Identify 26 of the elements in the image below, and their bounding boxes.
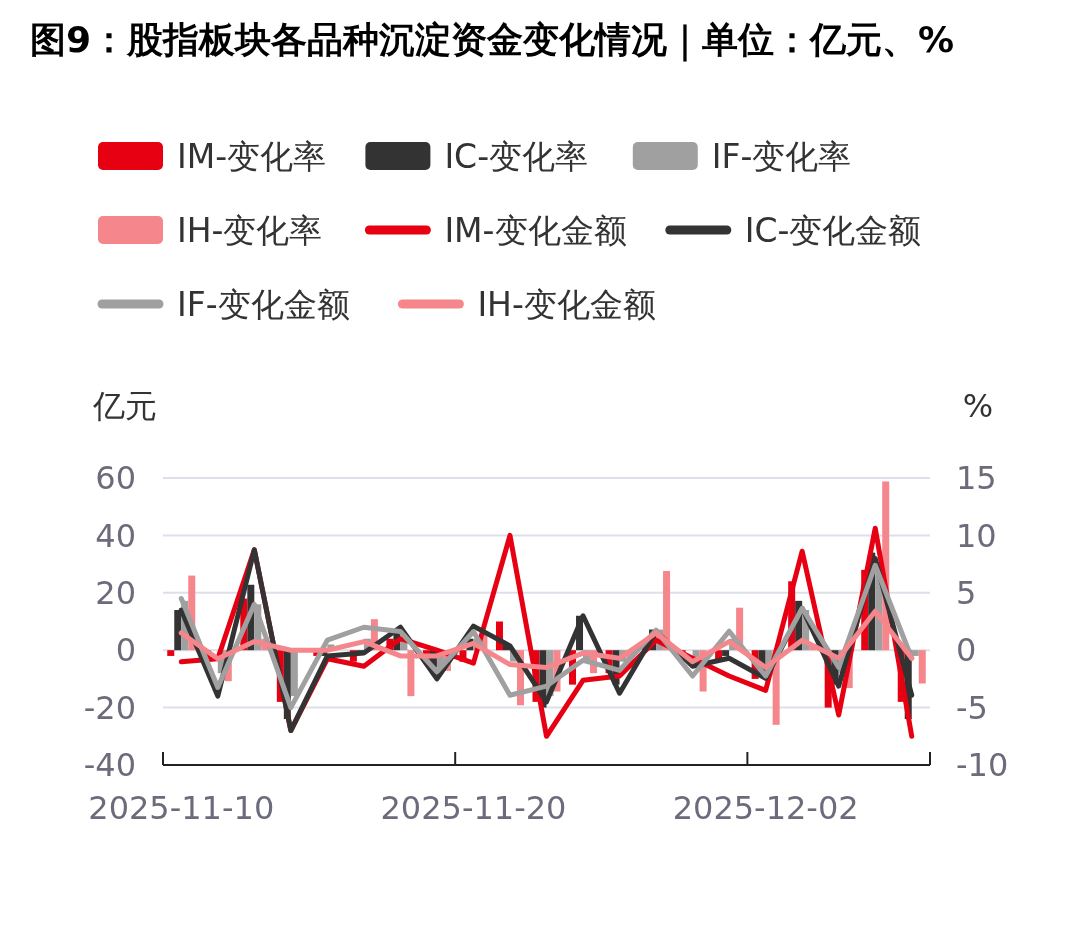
y2-tick-label: 0 bbox=[956, 631, 977, 670]
legend-label: IC-变化金额 bbox=[744, 210, 922, 250]
legend-label: IH-变化金额 bbox=[477, 284, 656, 324]
y-tick-label: 20 bbox=[95, 574, 136, 612]
y-tick-label: 60 bbox=[95, 459, 136, 498]
y2-tick-label: 15 bbox=[956, 459, 997, 498]
y2-tick-label: -5 bbox=[956, 688, 988, 727]
y-axis-title: 亿元 bbox=[92, 387, 157, 426]
y-tick-label: 0 bbox=[115, 631, 136, 670]
chart-title: 图9：股指板块各品种沉淀资金变化情况｜单位：亿元、% bbox=[30, 19, 955, 62]
legend-label: IF-变化金额 bbox=[177, 284, 350, 324]
y2-tick-label: 10 bbox=[956, 516, 997, 555]
x-tick-label: 2025-11-20 bbox=[380, 789, 567, 828]
y2-tick-label: -10 bbox=[956, 746, 1009, 785]
y2-axis-title: % bbox=[962, 387, 994, 426]
legend-label: IH-变化率 bbox=[177, 210, 323, 250]
x-tick-label: 2025-11-10 bbox=[88, 789, 275, 828]
legend-label: IC-变化率 bbox=[444, 136, 589, 176]
legend-label: IM-变化金额 bbox=[444, 210, 627, 250]
y-tick-label: -40 bbox=[83, 746, 136, 785]
x-tick-label: 2025-12-02 bbox=[672, 789, 859, 828]
y-tick-label: 40 bbox=[95, 516, 136, 555]
legend-label: IF-变化率 bbox=[711, 136, 852, 176]
y-tick-label: -20 bbox=[83, 688, 136, 727]
legend-label: IM-变化率 bbox=[177, 136, 327, 176]
y2-tick-label: 5 bbox=[956, 574, 977, 612]
